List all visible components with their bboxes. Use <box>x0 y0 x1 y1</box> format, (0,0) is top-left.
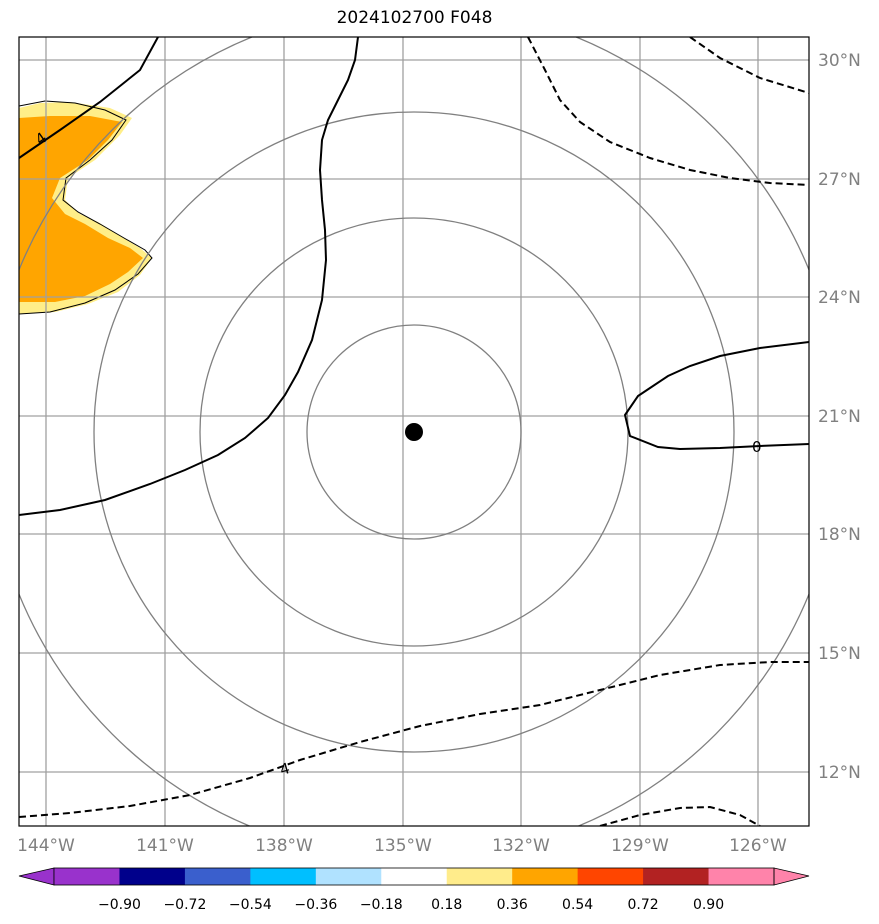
lon-tick-labels: 144°W 141°W 138°W 135°W 132°W 129°W 126°… <box>17 836 787 856</box>
range-rings <box>19 37 809 826</box>
lon-tick-label: 135°W <box>374 836 432 856</box>
lat-tick-label: 12°N <box>818 763 861 783</box>
map-border <box>18 36 810 827</box>
colorbar-extend-left <box>18 867 55 886</box>
colorbar-extend-right <box>773 867 810 886</box>
contour-label-right: 0 <box>752 438 762 456</box>
shaded-region-orange <box>19 116 143 302</box>
colorbar-tick-label: 0.54 <box>562 897 593 913</box>
colorbar-segment <box>119 868 186 885</box>
colorbar: −0.90 −0.72 −0.54 −0.36 −0.18 0.18 0.36 0.54 0.7… <box>18 867 810 913</box>
lat-tick-label: 18°N <box>818 525 861 545</box>
colorbar-segment <box>577 868 645 885</box>
colorbar-segment <box>184 868 252 885</box>
storm-center-marker <box>405 423 423 441</box>
lon-tick-label: 141°W <box>136 836 194 856</box>
colorbar-segment <box>708 868 774 885</box>
colorbar-tick-label: −0.54 <box>229 897 272 913</box>
colorbar-segment <box>250 868 317 885</box>
colorbar-segment <box>54 868 121 885</box>
colorbar-tick-label: −0.36 <box>294 897 337 913</box>
colorbar-tick-label: 0.90 <box>693 897 724 913</box>
lat-tick-label: 15°N <box>818 644 861 664</box>
lon-tick-label: 144°W <box>17 836 75 856</box>
contour-label-bottom: 4 <box>278 759 292 779</box>
colorbar-segment <box>446 868 514 885</box>
lat-tick-label: 21°N <box>818 407 861 427</box>
lon-tick-label: 126°W <box>729 836 787 856</box>
colorbar-segment <box>643 868 710 885</box>
lat-tick-label: 30°N <box>818 51 861 71</box>
lon-tick-label: 138°W <box>255 836 313 856</box>
lon-tick-label: 132°W <box>492 836 550 856</box>
lon-tick-label: 129°W <box>611 836 669 856</box>
colorbar-segment <box>315 868 383 885</box>
colorbar-tick-label: 0.36 <box>497 897 528 913</box>
contours-dashed <box>19 37 809 826</box>
colorbar-tick-label: −0.18 <box>360 897 403 913</box>
colorbar-segment <box>381 868 448 885</box>
colorbar-segment <box>512 868 579 885</box>
map-gridlines <box>19 37 809 826</box>
colorbar-frame <box>53 867 775 886</box>
colorbar-tick-label: −0.72 <box>163 897 206 913</box>
colorbar-tick-label: 0.72 <box>628 897 659 913</box>
colorbar-tick-label: −0.90 <box>98 897 141 913</box>
lat-tick-label: 24°N <box>818 288 861 308</box>
page-title: 2024102700 F048 <box>336 8 493 28</box>
colorbar-tick-label: 0.18 <box>431 897 462 913</box>
contours-solid <box>19 37 809 516</box>
lat-tick-label: 27°N <box>818 170 861 190</box>
lat-tick-labels: 30°N 27°N 24°N 21°N 18°N 15°N 12°N <box>818 51 861 783</box>
shaded-region-outline <box>19 100 153 315</box>
